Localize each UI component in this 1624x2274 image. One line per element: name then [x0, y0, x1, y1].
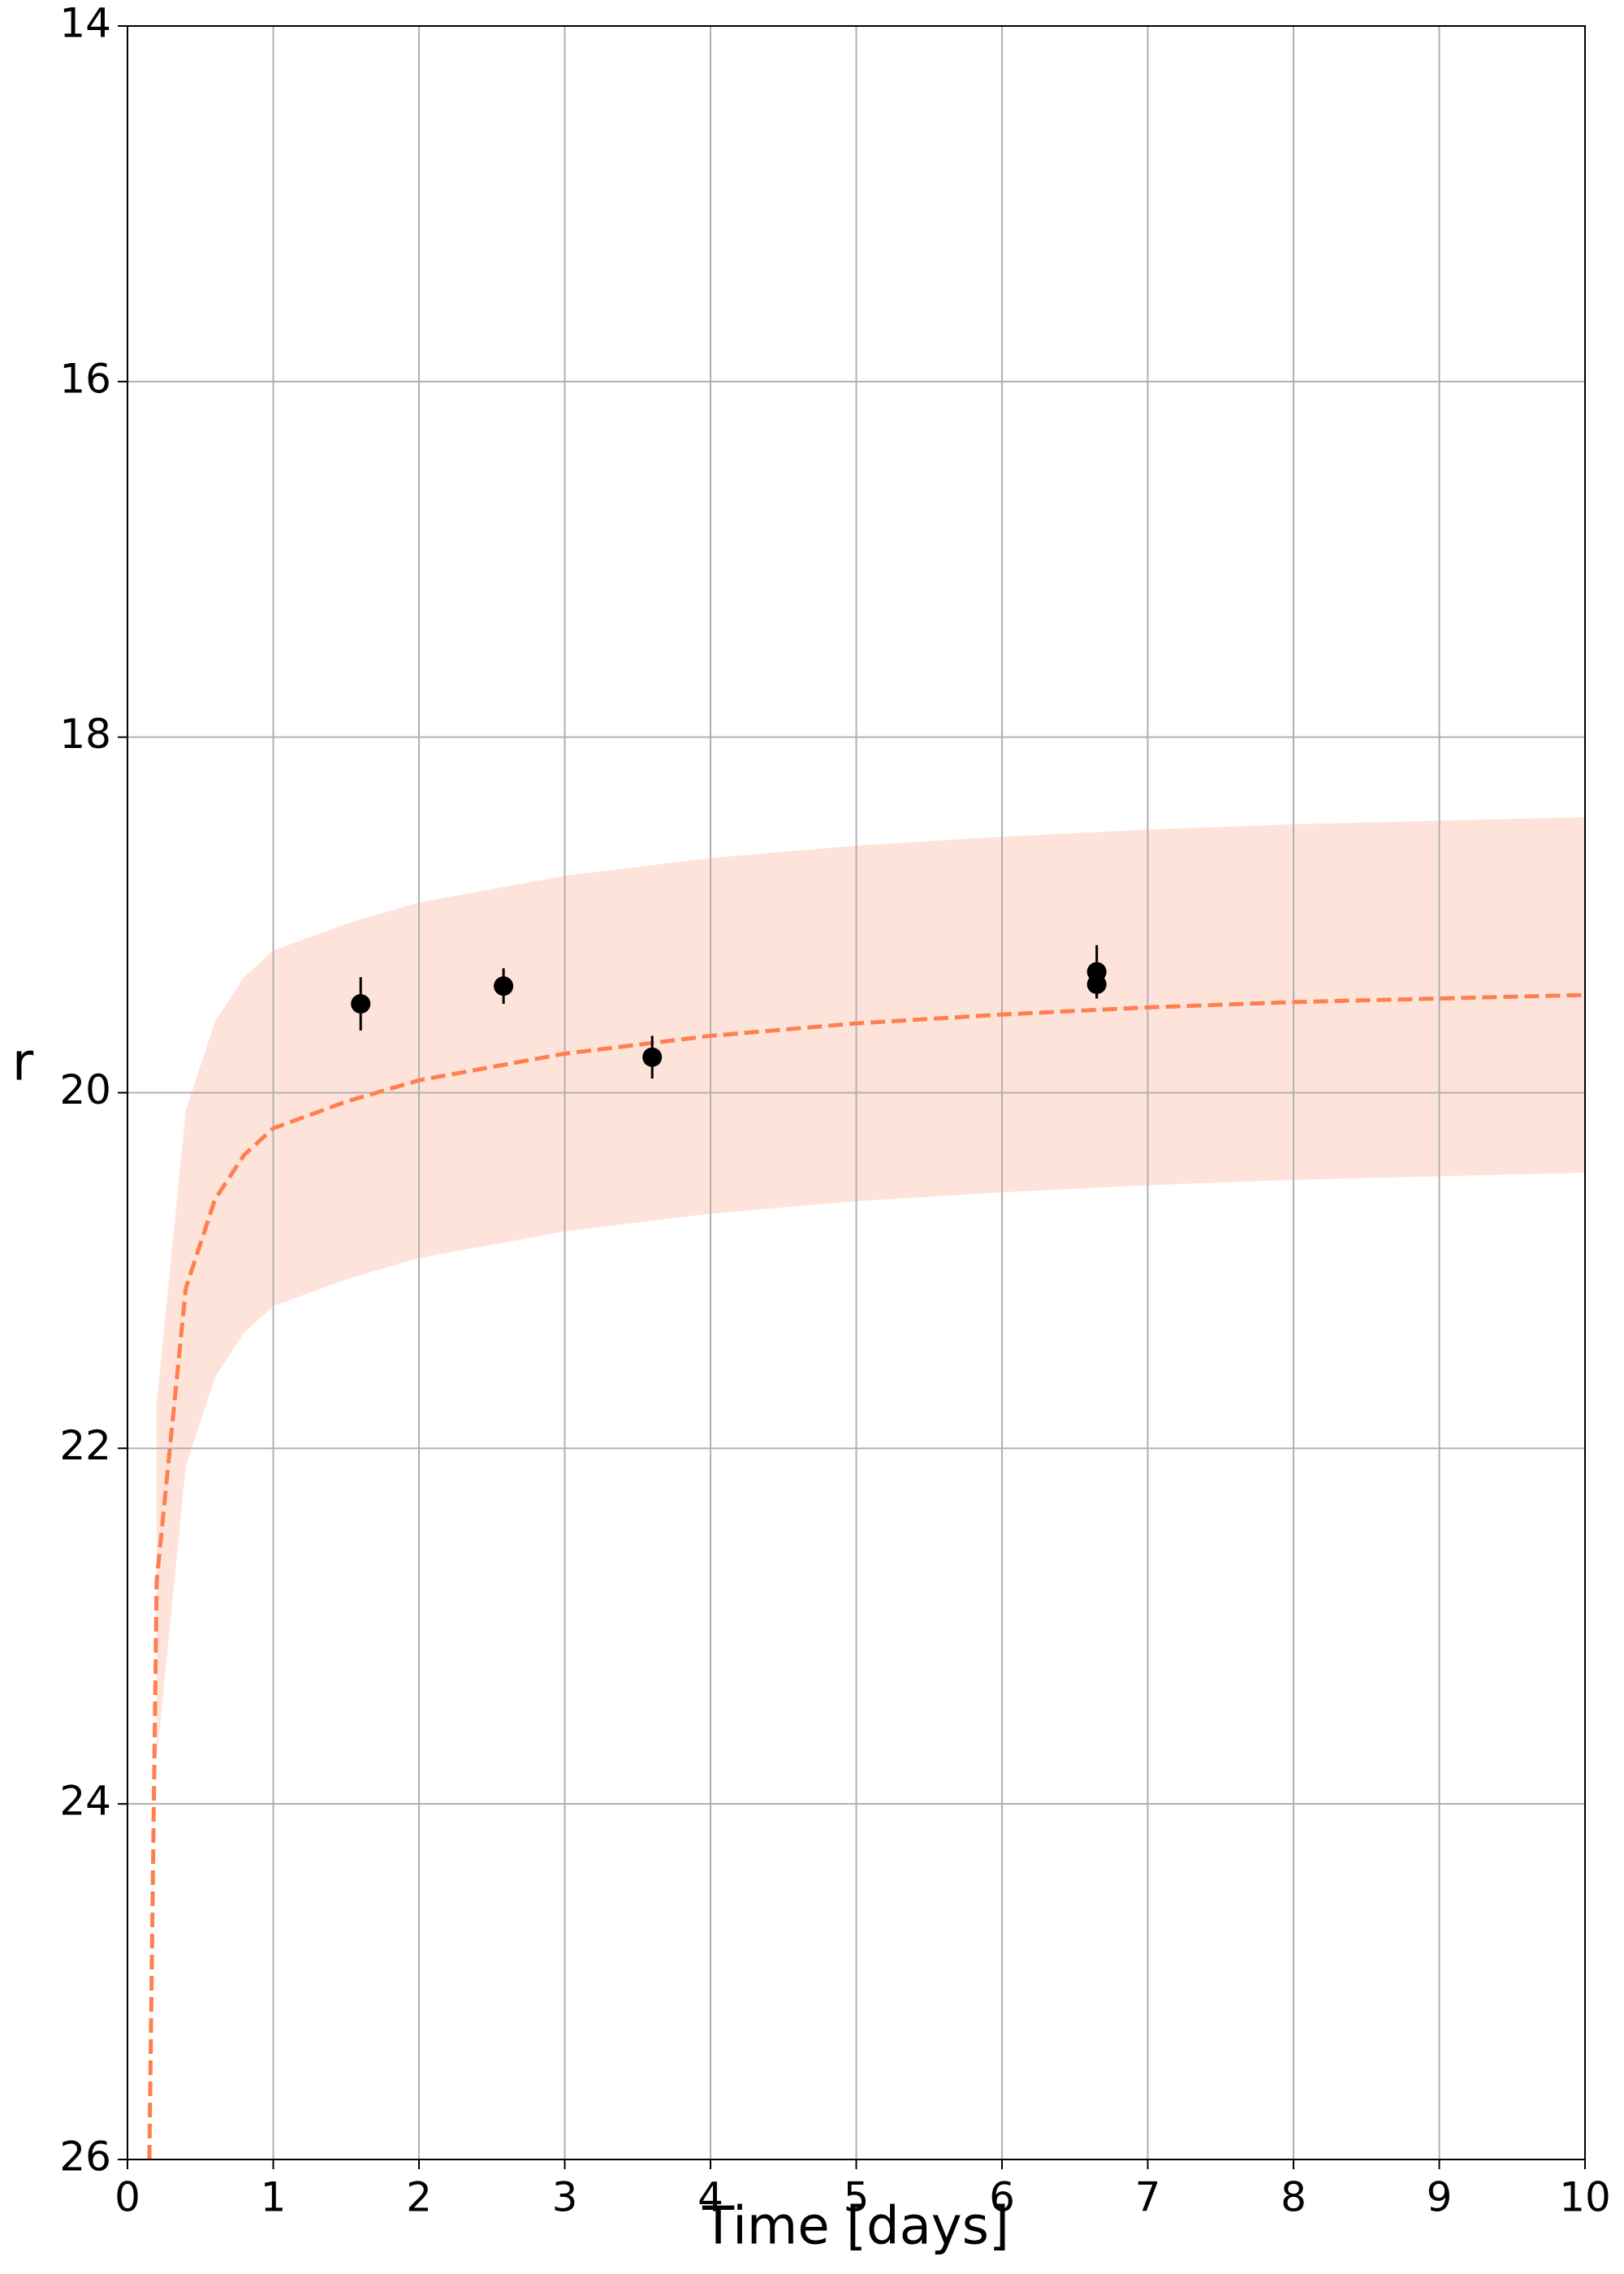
x-tick-label: 8 [1281, 2174, 1307, 2221]
x-tick-label: 10 [1559, 2174, 1611, 2221]
y-tick-label: 16 [59, 355, 111, 402]
data-point [351, 994, 371, 1014]
plot-frame [127, 25, 1586, 2160]
x-tick-label: 5 [844, 2174, 870, 2221]
data-point [494, 976, 514, 996]
model-line [147, 992, 1585, 2159]
x-tick-label: 2 [406, 2174, 432, 2221]
y-tick-label: 18 [59, 711, 111, 758]
x-axis-label: Time [days] [702, 2197, 1009, 2257]
y-tick-label: 26 [59, 2133, 111, 2181]
data-point [1086, 974, 1107, 994]
y-axis-label: r [12, 1033, 34, 1093]
x-tick-label: 9 [1427, 2174, 1453, 2221]
y-tick-label: 24 [59, 1778, 111, 1825]
x-tick-label: 0 [114, 2174, 140, 2221]
y-tick-label: 14 [59, 0, 111, 47]
x-tick-label: 4 [698, 2174, 723, 2221]
x-tick-label: 3 [552, 2174, 578, 2221]
x-tick-label: 7 [1135, 2174, 1161, 2221]
x-tick-label: 1 [261, 2174, 287, 2221]
model-band [156, 817, 1585, 1760]
x-tick-label: 6 [989, 2174, 1015, 2221]
data-point [642, 1047, 663, 1067]
y-tick-label: 22 [59, 1422, 111, 1469]
y-tick-label: 20 [59, 1066, 111, 1113]
